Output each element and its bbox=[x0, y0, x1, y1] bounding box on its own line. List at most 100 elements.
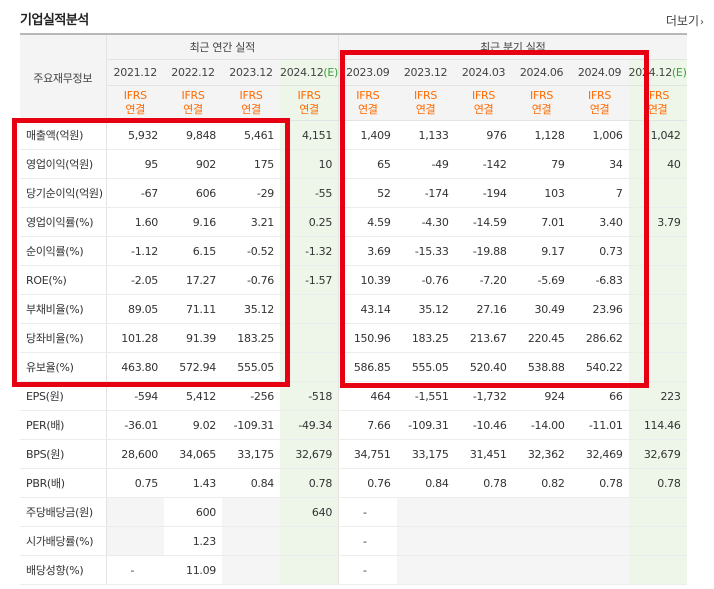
table-cell: - bbox=[338, 555, 397, 585]
table-cell: -67 bbox=[105, 178, 164, 208]
table-cell: -1.57 bbox=[280, 265, 339, 295]
table-row: 매출액(억원) 5,932 9,848 5,461 4,151 1,409 1,133 976… bbox=[20, 120, 687, 150]
table-cell: 66 bbox=[570, 381, 629, 411]
row-header-label: 주요재무정보 bbox=[20, 33, 106, 121]
ifrs-header: IFRS 연결 bbox=[512, 85, 571, 121]
period-header: 2024.03 bbox=[454, 59, 513, 86]
table-cell bbox=[280, 526, 339, 556]
table-cell: 0.78 bbox=[280, 468, 339, 498]
ifrs-label: IFRS bbox=[239, 89, 263, 102]
table-row: 순이익률(%) -1.12 6.15 -0.52 -1.32 3.69 -15.33 -19.… bbox=[20, 236, 687, 266]
table-cell: - bbox=[338, 526, 397, 556]
ifrs-label: IFRS bbox=[297, 89, 321, 102]
table-cell: 1,409 bbox=[338, 120, 397, 150]
table-cell: 5,932 bbox=[105, 120, 164, 150]
table-cell: -55 bbox=[280, 178, 339, 208]
table-cell: 40 bbox=[628, 149, 687, 179]
table-cell: 0.78 bbox=[570, 468, 629, 498]
table-cell: -1.12 bbox=[105, 236, 164, 266]
more-link[interactable]: 더보기› bbox=[666, 12, 704, 29]
ifrs-label: IFRS bbox=[181, 89, 205, 102]
table-cell: 34,065 bbox=[164, 439, 222, 469]
table-cell: 220.45 bbox=[512, 323, 571, 353]
table-cell bbox=[396, 526, 455, 556]
table-row: PBR(배) 0.75 1.43 0.84 0.78 0.76 0.84 0.78 0.82 0.… bbox=[20, 468, 687, 498]
ifrs-sub-label: 연결 bbox=[415, 103, 436, 116]
table-cell: 0.76 bbox=[338, 468, 397, 498]
table-cell: 35.12 bbox=[222, 294, 280, 324]
table-cell: 23.96 bbox=[570, 294, 629, 324]
table-cell: 223 bbox=[628, 381, 687, 411]
table-cell bbox=[454, 497, 513, 527]
table-cell bbox=[280, 555, 339, 585]
table-row: 배당성향(%) -11.09- bbox=[20, 555, 687, 585]
table-cell bbox=[454, 555, 513, 585]
table-cell: 5,412 bbox=[164, 381, 222, 411]
table-cell: 79 bbox=[512, 149, 571, 179]
table-cell: -1.32 bbox=[280, 236, 339, 266]
row-label: 배당성향(%) bbox=[20, 555, 106, 585]
annual-group-header: 최근 연간 실적 bbox=[105, 33, 339, 60]
ifrs-sub-label: 연결 bbox=[357, 103, 378, 116]
table-cell: 3.79 bbox=[628, 207, 687, 237]
table-cell: 95 bbox=[105, 149, 164, 179]
table-cell: 1.43 bbox=[164, 468, 222, 498]
ifrs-sub-label: 연결 bbox=[125, 103, 146, 116]
table-cell: 9.16 bbox=[164, 207, 222, 237]
ifrs-label: IFRS bbox=[123, 89, 147, 102]
ifrs-sub-label: 연결 bbox=[531, 103, 552, 116]
table-cell: 9.17 bbox=[512, 236, 571, 266]
table-cell: 213.67 bbox=[454, 323, 513, 353]
table-cell: 7.01 bbox=[512, 207, 571, 237]
table-cell bbox=[280, 294, 339, 324]
table-cell: 976 bbox=[454, 120, 513, 150]
table-cell: 35.12 bbox=[396, 294, 455, 324]
table-cell: -11.01 bbox=[570, 410, 629, 440]
table-cell: -7.20 bbox=[454, 265, 513, 295]
table-cell bbox=[396, 497, 455, 527]
row-label: 시가배당률(%) bbox=[20, 526, 106, 556]
table-cell bbox=[222, 526, 280, 556]
table-cell: 0.73 bbox=[570, 236, 629, 266]
table-cell: -109.31 bbox=[222, 410, 280, 440]
table-cell: - bbox=[338, 497, 397, 527]
table-cell: 10.39 bbox=[338, 265, 397, 295]
table-cell: 7.66 bbox=[338, 410, 397, 440]
table-cell: 1.23 bbox=[164, 526, 222, 556]
table-cell: 11.09 bbox=[164, 555, 222, 585]
table-cell: 101.28 bbox=[105, 323, 164, 353]
table-cell: -194 bbox=[454, 178, 513, 208]
table-cell bbox=[570, 497, 629, 527]
ifrs-sub-label: 연결 bbox=[647, 103, 668, 116]
table-cell: -518 bbox=[280, 381, 339, 411]
table-cell: -6.83 bbox=[570, 265, 629, 295]
table-cell: 600 bbox=[164, 497, 222, 527]
table-cell: 0.75 bbox=[105, 468, 164, 498]
estimate-marker: (E) bbox=[671, 66, 687, 79]
table-cell: 27.16 bbox=[454, 294, 513, 324]
table-cell: 33,175 bbox=[222, 439, 280, 469]
table-row: 당기순이익(억원) -67 606 -29 -55 52 -174 -194 103 7 bbox=[20, 178, 687, 208]
table-cell: 0.84 bbox=[222, 468, 280, 498]
table-cell: 5,461 bbox=[222, 120, 280, 150]
table-cell: 0.78 bbox=[454, 468, 513, 498]
chevron-right-icon: › bbox=[700, 17, 704, 28]
table-cell bbox=[628, 294, 687, 324]
table-cell: -109.31 bbox=[396, 410, 455, 440]
table-cell: -29 bbox=[222, 178, 280, 208]
table-row: EPS(원) -594 5,412 -256 -518 464 -1,551 -1,732 92… bbox=[20, 381, 687, 411]
table-cell: 520.40 bbox=[454, 352, 513, 382]
table-row: 당좌비율(%) 101.28 91.39 183.25 150.96 183.25 213.… bbox=[20, 323, 687, 353]
table-row: PER(배) -36.01 9.02 -109.31 -49.34 7.66 -109.31… bbox=[20, 410, 687, 440]
table-cell bbox=[105, 526, 164, 556]
table-cell: 924 bbox=[512, 381, 571, 411]
table-cell bbox=[570, 526, 629, 556]
table-cell: 9,848 bbox=[164, 120, 222, 150]
table-cell: -2.05 bbox=[105, 265, 164, 295]
table-cell: 0.82 bbox=[512, 468, 571, 498]
table-cell: 91.39 bbox=[164, 323, 222, 353]
table-cell: -36.01 bbox=[105, 410, 164, 440]
table-cell: -1,551 bbox=[396, 381, 455, 411]
more-label: 더보기 bbox=[665, 14, 699, 28]
row-label: 당좌비율(%) bbox=[20, 323, 106, 353]
